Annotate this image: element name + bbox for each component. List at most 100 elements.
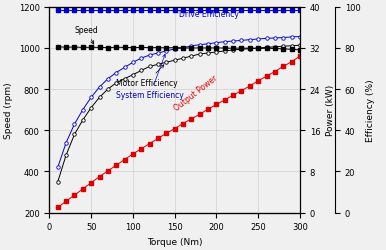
Speed bbox=[189, 47, 194, 50]
Motor Efficiency bbox=[214, 51, 219, 54]
Output Power bbox=[264, 75, 269, 78]
Motor Efficiency bbox=[181, 58, 185, 60]
System Efficiency bbox=[122, 67, 127, 70]
Output Power bbox=[114, 164, 119, 167]
Drive Efficiency bbox=[298, 9, 302, 12]
Output Power bbox=[106, 170, 110, 173]
Speed bbox=[247, 48, 252, 50]
Motor Efficiency bbox=[222, 50, 227, 53]
Drive Efficiency bbox=[173, 9, 177, 12]
Output Power bbox=[197, 113, 202, 116]
Speed bbox=[289, 48, 294, 51]
Motor Efficiency bbox=[256, 47, 261, 50]
System Efficiency bbox=[206, 43, 210, 46]
Speed bbox=[130, 47, 135, 50]
System Efficiency bbox=[97, 86, 102, 89]
Line: Output Power: Output Power bbox=[56, 55, 301, 209]
Drive Efficiency bbox=[206, 9, 210, 12]
System Efficiency bbox=[273, 37, 277, 40]
Motor Efficiency bbox=[273, 46, 277, 49]
Motor Efficiency bbox=[106, 88, 110, 91]
Output Power bbox=[173, 128, 177, 131]
Output Power bbox=[298, 55, 302, 58]
Output Power bbox=[206, 108, 210, 111]
Output Power bbox=[181, 122, 185, 126]
Motor Efficiency bbox=[89, 106, 93, 110]
Output Power bbox=[231, 94, 235, 97]
System Efficiency bbox=[114, 72, 119, 75]
Output Power bbox=[189, 118, 194, 121]
Speed bbox=[298, 49, 302, 52]
Motor Efficiency bbox=[72, 133, 77, 136]
Output Power bbox=[247, 85, 252, 88]
Output Power bbox=[64, 200, 68, 203]
Speed bbox=[106, 47, 110, 50]
Speed bbox=[214, 47, 219, 50]
Drive Efficiency bbox=[81, 9, 85, 12]
Text: Output Power: Output Power bbox=[172, 74, 219, 113]
Output Power bbox=[281, 66, 286, 68]
Output Power bbox=[89, 182, 93, 184]
Output Power bbox=[256, 80, 261, 83]
Speed bbox=[81, 47, 85, 50]
Output Power bbox=[122, 158, 127, 162]
Drive Efficiency bbox=[239, 9, 244, 12]
System Efficiency bbox=[197, 44, 202, 47]
System Efficiency bbox=[281, 37, 286, 40]
System Efficiency bbox=[156, 52, 160, 55]
System Efficiency bbox=[147, 54, 152, 57]
System Efficiency bbox=[130, 62, 135, 64]
Drive Efficiency bbox=[222, 9, 227, 12]
Motor Efficiency bbox=[56, 180, 60, 184]
Text: Motor Efficiency: Motor Efficiency bbox=[116, 66, 178, 88]
System Efficiency bbox=[231, 40, 235, 43]
Drive Efficiency bbox=[289, 9, 294, 12]
Line: Speed: Speed bbox=[56, 46, 301, 52]
Motor Efficiency bbox=[197, 53, 202, 56]
Drive Efficiency bbox=[56, 9, 60, 12]
Motor Efficiency bbox=[81, 119, 85, 122]
Motor Efficiency bbox=[122, 78, 127, 81]
Speed bbox=[231, 48, 235, 50]
Output Power bbox=[222, 99, 227, 102]
Speed bbox=[173, 47, 177, 50]
Output Power bbox=[56, 206, 60, 209]
Drive Efficiency bbox=[114, 9, 119, 12]
Drive Efficiency bbox=[156, 9, 160, 12]
Line: Motor Efficiency: Motor Efficiency bbox=[56, 44, 302, 184]
System Efficiency bbox=[222, 41, 227, 44]
System Efficiency bbox=[189, 45, 194, 48]
Drive Efficiency bbox=[139, 9, 144, 12]
Motor Efficiency bbox=[239, 48, 244, 51]
Motor Efficiency bbox=[206, 52, 210, 55]
Speed bbox=[181, 47, 185, 50]
Output Power bbox=[130, 153, 135, 156]
Line: System Efficiency: System Efficiency bbox=[56, 36, 302, 169]
Speed bbox=[197, 47, 202, 50]
Motor Efficiency bbox=[231, 49, 235, 52]
Speed bbox=[206, 47, 210, 50]
Motor Efficiency bbox=[264, 47, 269, 50]
Speed bbox=[239, 47, 244, 50]
Speed bbox=[264, 48, 269, 50]
Drive Efficiency bbox=[130, 9, 135, 12]
Text: Speed: Speed bbox=[74, 26, 98, 45]
System Efficiency bbox=[264, 38, 269, 41]
Speed bbox=[139, 47, 144, 50]
Y-axis label: Efficiency (%): Efficiency (%) bbox=[366, 79, 375, 141]
Motor Efficiency bbox=[139, 70, 144, 73]
System Efficiency bbox=[56, 166, 60, 169]
Drive Efficiency bbox=[264, 9, 269, 12]
System Efficiency bbox=[64, 142, 68, 144]
Drive Efficiency bbox=[256, 9, 261, 12]
Motor Efficiency bbox=[147, 66, 152, 68]
Motor Efficiency bbox=[173, 60, 177, 62]
System Efficiency bbox=[139, 58, 144, 60]
Motor Efficiency bbox=[97, 96, 102, 99]
Drive Efficiency bbox=[72, 9, 77, 12]
Output Power bbox=[214, 104, 219, 106]
Motor Efficiency bbox=[189, 55, 194, 58]
Speed bbox=[156, 47, 160, 50]
Speed bbox=[64, 46, 68, 50]
Drive Efficiency bbox=[247, 9, 252, 12]
